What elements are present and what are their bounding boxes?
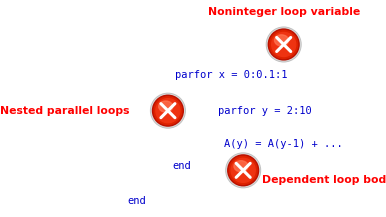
Text: A(y) = A(y-1) + ...: A(y) = A(y-1) + ...: [224, 139, 343, 149]
Ellipse shape: [151, 93, 185, 128]
Ellipse shape: [226, 153, 261, 188]
Ellipse shape: [274, 35, 289, 46]
Text: parfor x = 0:0.1:1: parfor x = 0:0.1:1: [175, 70, 288, 80]
Text: end: end: [128, 196, 146, 206]
Ellipse shape: [151, 94, 185, 127]
Ellipse shape: [234, 161, 248, 172]
Text: Nested parallel loops: Nested parallel loops: [0, 106, 129, 116]
Ellipse shape: [268, 29, 299, 60]
Ellipse shape: [270, 31, 298, 58]
Ellipse shape: [159, 101, 173, 112]
Ellipse shape: [272, 33, 296, 56]
Ellipse shape: [228, 155, 259, 186]
Ellipse shape: [229, 156, 257, 184]
Ellipse shape: [156, 99, 180, 123]
Text: Dependent loop body: Dependent loop body: [262, 175, 386, 185]
Ellipse shape: [227, 154, 260, 187]
Text: end: end: [172, 161, 191, 171]
Text: parfor y = 2:10: parfor y = 2:10: [218, 106, 311, 116]
Ellipse shape: [266, 27, 301, 62]
Text: Noninteger loop variable: Noninteger loop variable: [208, 7, 360, 17]
Ellipse shape: [152, 95, 183, 126]
Ellipse shape: [154, 97, 182, 125]
Ellipse shape: [267, 28, 300, 61]
Ellipse shape: [231, 158, 255, 182]
